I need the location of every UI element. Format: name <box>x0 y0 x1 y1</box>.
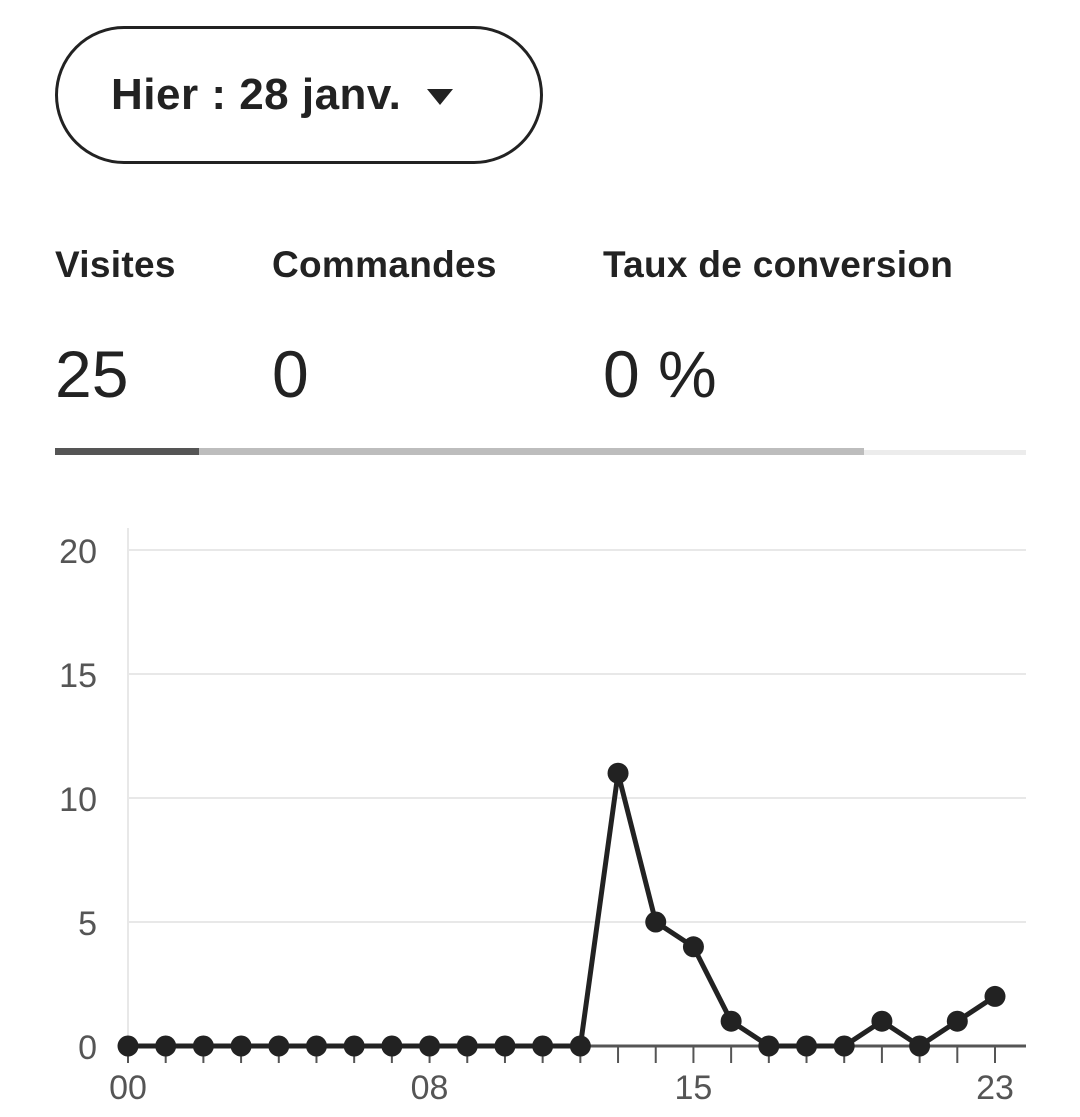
series-line <box>128 770 997 1049</box>
data-point <box>720 1010 742 1032</box>
y-tick-label: 0 <box>78 1029 97 1067</box>
caret-down-icon <box>427 89 454 105</box>
x-tick-label: 08 <box>411 1069 449 1107</box>
data-point <box>192 1035 214 1057</box>
data-point <box>117 1035 139 1057</box>
data-point <box>682 936 704 958</box>
metric-tab-track-segment <box>55 448 864 455</box>
data-point <box>381 1035 403 1057</box>
data-point <box>758 1035 780 1057</box>
data-point <box>155 1035 177 1057</box>
data-point <box>607 762 629 784</box>
metric-tab-track <box>55 448 1026 455</box>
date-selector-button[interactable]: Hier : 28 janv. <box>55 26 543 164</box>
data-point <box>946 1010 968 1032</box>
metric-visits-value: 25 <box>55 337 129 411</box>
data-point <box>569 1035 591 1057</box>
metric-conversion-label: Taux de conversion <box>603 244 954 285</box>
data-point <box>456 1035 478 1057</box>
data-point <box>871 1010 893 1032</box>
data-point <box>796 1035 818 1057</box>
metric-orders[interactable]: Commandes 0 <box>272 244 497 411</box>
metric-orders-label: Commandes <box>272 244 497 285</box>
y-tick-label: 15 <box>59 657 97 695</box>
x-tick-label: 15 <box>675 1069 713 1107</box>
data-point <box>494 1035 516 1057</box>
x-tick-label: 00 <box>109 1069 147 1107</box>
data-point <box>645 911 667 933</box>
data-point <box>343 1035 365 1057</box>
metric-visits[interactable]: Visites 25 <box>55 244 176 411</box>
metric-tab-indicator <box>55 448 199 455</box>
data-point <box>305 1035 327 1057</box>
visits-line-chart: 0 5 10 15 20 00 08 15 23 <box>59 528 1026 1107</box>
date-selector-label: Hier : 28 janv. <box>111 70 402 119</box>
data-point <box>532 1035 554 1057</box>
metric-visits-label: Visites <box>55 244 176 285</box>
data-point <box>230 1035 252 1057</box>
metric-conversion[interactable]: Taux de conversion 0 % <box>603 244 954 411</box>
y-tick-label: 20 <box>59 533 97 571</box>
data-point <box>268 1035 290 1057</box>
data-point <box>984 985 1006 1007</box>
metric-orders-value: 0 <box>272 337 309 411</box>
metric-conversion-value: 0 % <box>603 337 717 411</box>
data-point <box>419 1035 441 1057</box>
data-point <box>833 1035 855 1057</box>
y-tick-label: 5 <box>78 905 97 943</box>
x-tick-label: 23 <box>976 1069 1014 1107</box>
y-tick-label: 10 <box>59 781 97 819</box>
data-point <box>909 1035 931 1057</box>
